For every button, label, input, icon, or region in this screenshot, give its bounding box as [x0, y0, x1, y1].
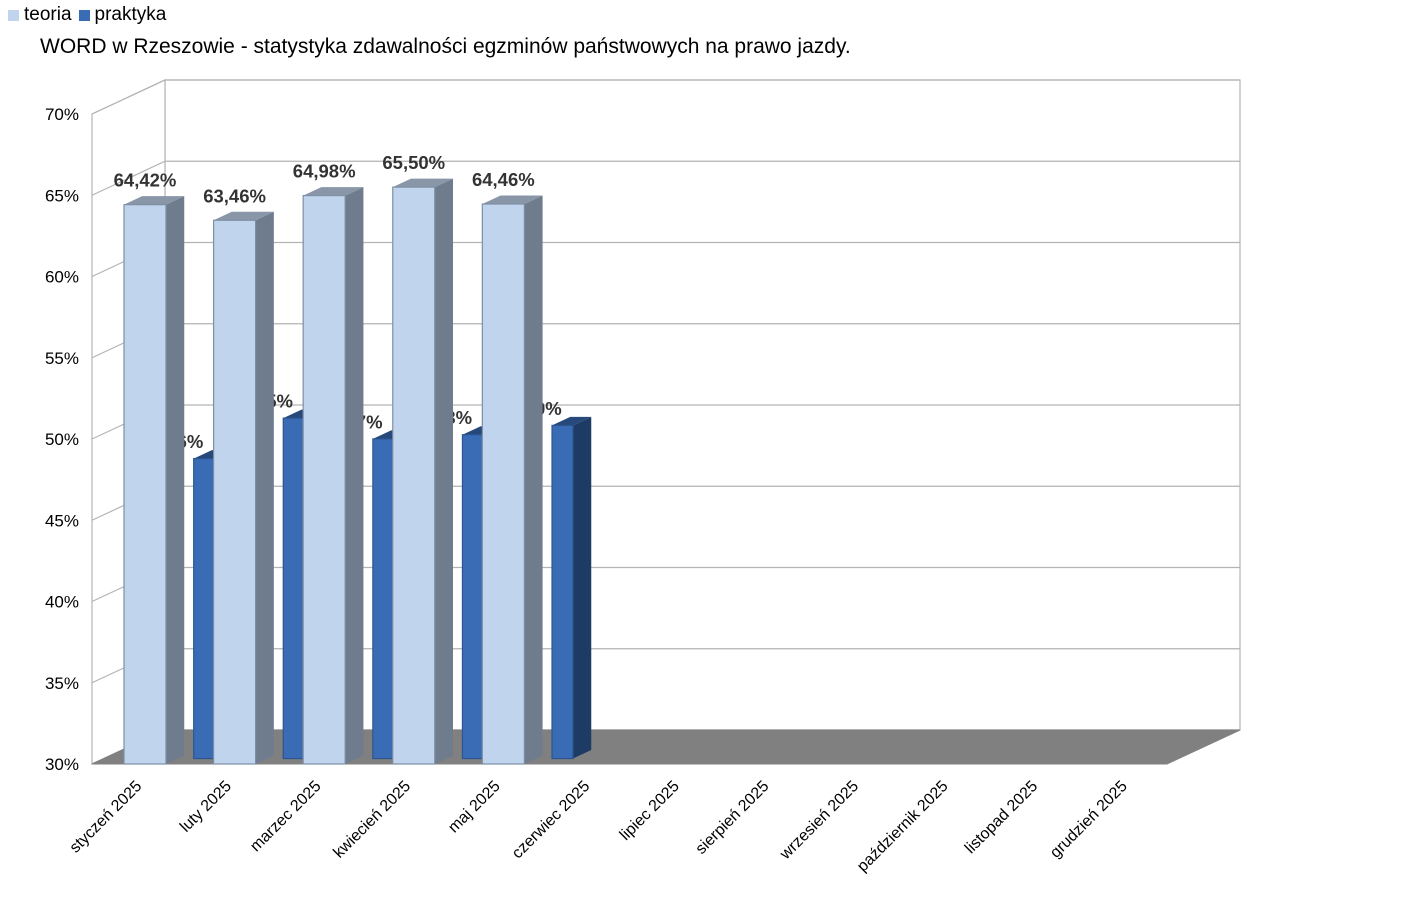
bar-praktyka-front: [282, 417, 305, 760]
bar-praktyka-top: [552, 416, 592, 426]
bar-teoria: [392, 178, 453, 765]
gridline: [91, 79, 1240, 115]
legend-swatch-praktyka: [78, 9, 90, 21]
bar-praktyka-front: [372, 438, 395, 760]
y-tick-label: 60%: [45, 268, 79, 287]
bar-teoria-top: [392, 178, 453, 188]
x-tick-label: listopad 2025: [962, 778, 1041, 857]
bar-praktyka: [551, 416, 592, 760]
bar-teoria: [302, 187, 364, 765]
bar-praktyka-front: [551, 424, 574, 760]
bar-teoria: [481, 195, 543, 765]
bar-teoria: [123, 196, 185, 765]
bar-teoria-front: [302, 194, 346, 765]
bar-teoria-side: [345, 187, 364, 764]
y-tick-label: 40%: [45, 593, 79, 612]
bar-teoria-top: [482, 195, 543, 205]
data-label-teoria: 63,46%: [203, 185, 266, 206]
bar-teoria-side: [434, 178, 453, 764]
y-tick-label: 55%: [45, 349, 79, 368]
bar-teoria-side: [255, 211, 274, 764]
x-tick-label: wrzesień 2025: [776, 778, 862, 864]
legend-label-praktyka: praktyka: [94, 4, 167, 25]
bar-praktyka-front: [193, 457, 216, 760]
data-label-teoria: 65,50%: [382, 152, 445, 173]
data-label-teoria: 64,98%: [293, 161, 356, 182]
gridline: [91, 160, 1240, 196]
x-tick-label: październik 2025: [854, 778, 952, 876]
data-label-teoria: 64,46%: [472, 169, 535, 190]
bar-teoria-side: [524, 195, 543, 764]
bar-teoria-top: [303, 187, 364, 196]
x-tick-label: grudzień 2025: [1047, 778, 1131, 862]
chart-title: WORD w Rzeszowie - statystyka zdawalnośc…: [40, 35, 851, 58]
legend-item-teoria[interactable]: teoria: [8, 4, 72, 26]
bar-teoria-top: [124, 196, 185, 205]
y-tick-label: 65%: [45, 186, 79, 205]
y-tick-label: 35%: [45, 674, 79, 693]
bar-teoria-front: [392, 186, 436, 765]
bar-teoria: [212, 211, 274, 765]
x-tick-label: luty 2025: [177, 778, 235, 836]
data-label-teoria: 64,42%: [114, 170, 177, 191]
x-tick-label: kwiecień 2025: [330, 778, 414, 862]
bar-teoria-front: [481, 203, 525, 765]
y-tick-label: 45%: [45, 511, 79, 530]
x-tick-label: czerwiec 2025: [509, 778, 593, 862]
bar-teoria-top: [213, 211, 274, 221]
bar-praktyka-front: [461, 434, 485, 760]
bar-teoria-front: [123, 204, 167, 765]
x-tick-label: lipiec 2025: [617, 778, 683, 844]
x-tick-label: styczeń 2025: [67, 778, 146, 857]
bar-praktyka-side: [573, 416, 592, 759]
x-tick-label: maj 2025: [445, 778, 504, 837]
y-tick-label: 50%: [45, 430, 79, 449]
y-tick-label: 30%: [45, 755, 79, 774]
legend-label-teoria: teoria: [24, 4, 72, 25]
x-tick-label: sierpień 2025: [693, 778, 773, 858]
bar-teoria-front: [212, 219, 257, 765]
y-tick-label: 70%: [45, 105, 79, 124]
x-tick-label: marzec 2025: [247, 778, 324, 855]
legend-swatch-teoria: [8, 9, 19, 21]
bar-teoria-side: [166, 196, 185, 765]
legend-item-praktyka[interactable]: praktyka: [78, 4, 167, 26]
legend: teoria praktyka: [8, 4, 173, 26]
